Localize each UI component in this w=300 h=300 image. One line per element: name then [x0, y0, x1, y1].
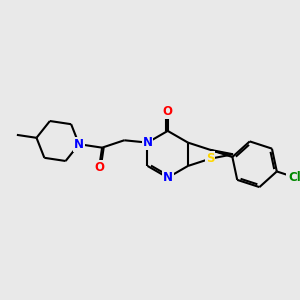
- Text: N: N: [74, 138, 84, 151]
- Text: N: N: [163, 171, 173, 184]
- Text: O: O: [94, 161, 104, 174]
- Text: N: N: [142, 136, 152, 149]
- Text: S: S: [206, 152, 214, 165]
- Text: Cl: Cl: [288, 171, 300, 184]
- Text: O: O: [163, 105, 173, 118]
